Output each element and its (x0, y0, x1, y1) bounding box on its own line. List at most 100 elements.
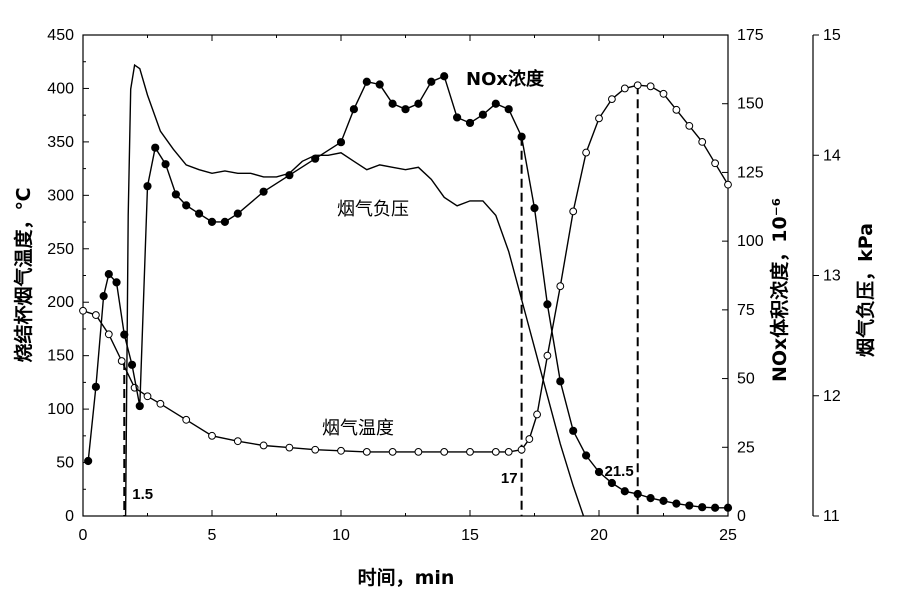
x-axis: 0 5 10 15 20 25 (79, 35, 737, 544)
temperature-point (259, 441, 268, 450)
nox-point (171, 190, 180, 199)
nox-point (375, 80, 384, 89)
y-right1-tick-label: 150 (737, 96, 764, 113)
nox-point (336, 138, 346, 147)
nox-point (259, 187, 268, 196)
nox-point (607, 478, 617, 488)
temperature-series-line (82, 84, 729, 453)
y-right1-tick-label: 125 (737, 164, 764, 181)
nox-point (672, 499, 681, 508)
temperature-point (414, 447, 423, 456)
temperature-point (466, 447, 474, 456)
x-tick-label: 5 (208, 527, 217, 544)
temperature-point (698, 137, 707, 146)
temperature-point (182, 415, 191, 424)
y-left-tick-label: 100 (47, 401, 74, 418)
marker-label: 1.5 (132, 486, 153, 503)
y-left-tick-label: 0 (65, 508, 74, 525)
temperature-point (156, 399, 165, 408)
nox-point (135, 401, 144, 411)
nox-point (530, 204, 539, 213)
vertical-markers: 1.5 17 21.5 (123, 85, 639, 516)
nox-point (112, 278, 121, 287)
temperature-point (543, 351, 552, 360)
temperature-point (285, 443, 294, 452)
y-right2-axis-title: 烟气负压，kPa (854, 223, 877, 357)
y-right2-axis: 11 12 13 14 15 (813, 27, 841, 525)
y-right2-tick-label: 14 (823, 147, 841, 164)
temperature-point (233, 437, 242, 446)
marker-label: 17 (501, 470, 518, 487)
nox-point (99, 292, 108, 301)
temperature-point (143, 392, 152, 401)
temperature-point (533, 410, 541, 419)
nox-point (594, 467, 604, 477)
y-left-tick-label: 150 (47, 348, 74, 365)
y-right1-tick-label: 25 (737, 439, 755, 456)
nox-point (220, 217, 229, 227)
temperature-point (337, 446, 345, 455)
nox-point (349, 105, 358, 114)
temperature-point (595, 114, 603, 123)
y-right2-tick-label: 11 (823, 508, 840, 525)
temperature-point (582, 148, 590, 157)
nox-point (401, 105, 410, 114)
y-left-tick-label: 50 (56, 455, 74, 472)
nox-point (427, 77, 436, 86)
nox-point (91, 382, 101, 391)
temperature-point (659, 89, 668, 98)
nox-point (388, 99, 397, 108)
temperature-point (685, 121, 694, 130)
nox-point (362, 77, 371, 86)
nox-point (161, 160, 170, 169)
nox-point (127, 360, 137, 369)
nox-point (517, 132, 526, 141)
nox-point (698, 503, 707, 512)
temperature-point (92, 311, 100, 319)
nox-point (84, 456, 93, 466)
nox-label: NOx浓度 (466, 68, 545, 90)
x-tick-label: 15 (461, 527, 479, 544)
temperature-point (504, 447, 513, 456)
y-right1-tick-label: 175 (737, 27, 764, 44)
x-axis-title: 时间，min (358, 567, 455, 589)
temperature-point (388, 447, 397, 456)
nox-point (711, 503, 720, 512)
nox-point (104, 270, 113, 279)
nox-point (465, 118, 475, 128)
nox-point (440, 72, 449, 81)
nox-point (182, 201, 191, 210)
nox-point (143, 182, 152, 191)
nox-point (685, 501, 694, 510)
temperature-point (633, 81, 642, 90)
temperature-point (104, 330, 113, 339)
temperature-point (525, 435, 534, 443)
temperature-point (569, 207, 578, 216)
nox-point (504, 105, 513, 114)
temperature-point (672, 105, 681, 114)
y-left-tick-label: 200 (47, 294, 74, 311)
nox-point (582, 451, 591, 460)
temperature-point (117, 357, 126, 365)
x-tick-label: 0 (79, 527, 88, 544)
y-right2-tick-label: 12 (823, 388, 841, 405)
y-left-axis: 0 50 100 150 200 250 300 350 400 450 (47, 27, 89, 525)
temperature-point (556, 282, 565, 291)
x-tick-label: 25 (719, 527, 737, 544)
y-left-tick-label: 250 (47, 241, 74, 258)
nox-point (453, 113, 462, 122)
temperature-point (620, 84, 629, 93)
y-right2-tick-label: 15 (823, 27, 841, 44)
temperature-label: 烟气温度 (322, 418, 394, 439)
nox-series-line (87, 75, 728, 509)
nox-point (556, 377, 565, 386)
x-tick-label: 10 (332, 527, 350, 544)
series-group (79, 63, 733, 517)
nox-point (233, 209, 242, 218)
y-right1-axis: 0 25 50 75 100 125 150 175 (722, 27, 764, 525)
y-right2-tick-label: 13 (823, 268, 841, 285)
temperature-point (711, 159, 719, 168)
plot-area (82, 34, 814, 517)
y-right1-axis-title: NOx体积浓度，10⁻⁶ (768, 198, 791, 382)
nox-point (120, 330, 129, 339)
